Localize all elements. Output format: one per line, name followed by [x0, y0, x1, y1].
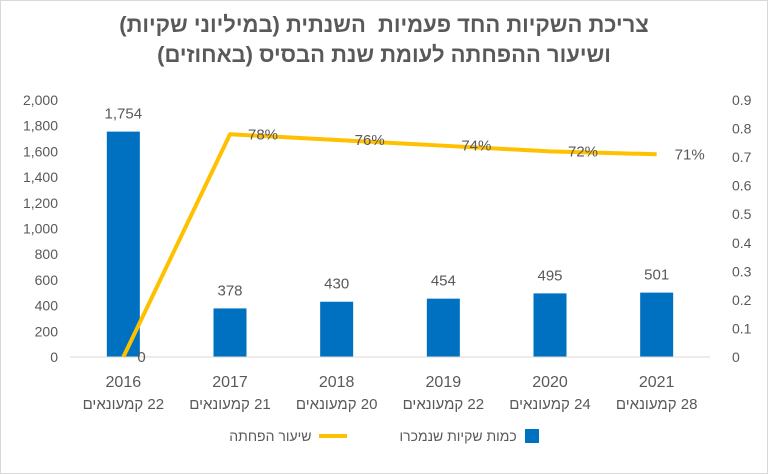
y-left-tick-label: 400 — [35, 298, 59, 314]
y-left-tick-label: 1,200 — [23, 195, 58, 211]
y-right-tick-label: 0.8 — [732, 121, 752, 137]
x-tick-label-retailers: 22 קמעונאים — [83, 396, 165, 413]
bar — [320, 301, 354, 357]
y-left-tick-label: 0 — [50, 349, 58, 365]
bar-value-label: 501 — [644, 267, 669, 284]
chart-legend: כמות שקיות שנמכרו שיעור הפחתה — [0, 428, 768, 444]
bar — [640, 292, 674, 357]
bar — [533, 293, 567, 357]
bar-value-label: 378 — [217, 282, 242, 299]
legend-label-bags: כמות שקיות שנמכרו — [399, 428, 517, 444]
x-tick-label-year: 2020 — [532, 374, 568, 391]
line-value-label: 0 — [137, 349, 145, 366]
bar-value-label: 495 — [537, 267, 562, 284]
reduction-line — [121, 132, 657, 358]
y-left-tick-label: 1,800 — [23, 118, 58, 134]
y-left-tick-label: 800 — [35, 246, 59, 262]
y-left-tick-label: 2,000 — [23, 92, 58, 108]
x-tick-label-retailers: 28 קמעונאים — [616, 396, 698, 413]
y-right-tick-label: 0 — [732, 349, 740, 365]
bar-value-label: 430 — [324, 276, 349, 293]
line-value-label: 74% — [461, 138, 491, 155]
line-value-label: 76% — [355, 132, 385, 149]
line-value-label: 72% — [568, 143, 598, 160]
x-tick-label-retailers: 20 קמעונאים — [296, 396, 378, 413]
legend-item-reduction: שיעור הפחתה — [229, 428, 348, 444]
line-value-label: 71% — [675, 146, 705, 163]
y-left-tick-label: 1,600 — [23, 143, 58, 159]
y-right-tick-label: 0.3 — [732, 263, 752, 279]
chart-title: צריכת השקיות החד פעמיות השנתית (במיליוני… — [0, 10, 768, 70]
y-right-tick-label: 0.4 — [732, 235, 752, 251]
line-value-label: 78% — [248, 126, 278, 143]
legend-item-bags: כמות שקיות שנמכרו — [399, 428, 539, 444]
y-right-tick-label: 0.5 — [732, 206, 752, 222]
x-tick-label-year: 2017 — [212, 374, 248, 391]
bar — [426, 298, 460, 357]
x-tick-label-year: 2016 — [106, 374, 142, 391]
y-right-tick-label: 0.6 — [732, 178, 752, 194]
y-left-tick-label: 600 — [35, 272, 59, 288]
chart-title-line-1: צריכת השקיות החד פעמיות השנתית (במיליוני… — [119, 12, 649, 37]
bar-value-label: 1,754 — [105, 106, 143, 123]
y-right-tick-label: 0.2 — [732, 292, 752, 308]
y-left-tick-label: 200 — [35, 323, 59, 339]
x-tick-label-retailers: 22 קמעונאים — [403, 396, 485, 413]
x-tick-label-retailers: 21 קמעונאים — [189, 396, 271, 413]
bar — [213, 308, 247, 357]
y-right-tick-label: 0.7 — [732, 149, 752, 165]
x-tick-label-retailers: 24 קמעונאים — [509, 396, 591, 413]
y-left-tick-label: 1,400 — [23, 169, 58, 185]
y-right-tick-label: 0.1 — [732, 320, 752, 336]
x-tick-label-year: 2021 — [639, 374, 675, 391]
y-left-tick-label: 1,000 — [23, 221, 58, 237]
x-tick-label-year: 2019 — [426, 374, 462, 391]
bar-value-label: 454 — [431, 273, 456, 290]
legend-swatch-reduction — [319, 434, 348, 438]
x-tick-label-year: 2018 — [319, 374, 355, 391]
y-right-tick-label: 0.9 — [732, 92, 752, 108]
legend-swatch-bags — [524, 429, 539, 443]
legend-label-reduction: שיעור הפחתה — [229, 428, 312, 444]
bar — [106, 131, 140, 357]
chart-title-line-2: ושיעור ההפחתה לעומת שנת הבסיס (באחוזים) — [157, 42, 611, 67]
